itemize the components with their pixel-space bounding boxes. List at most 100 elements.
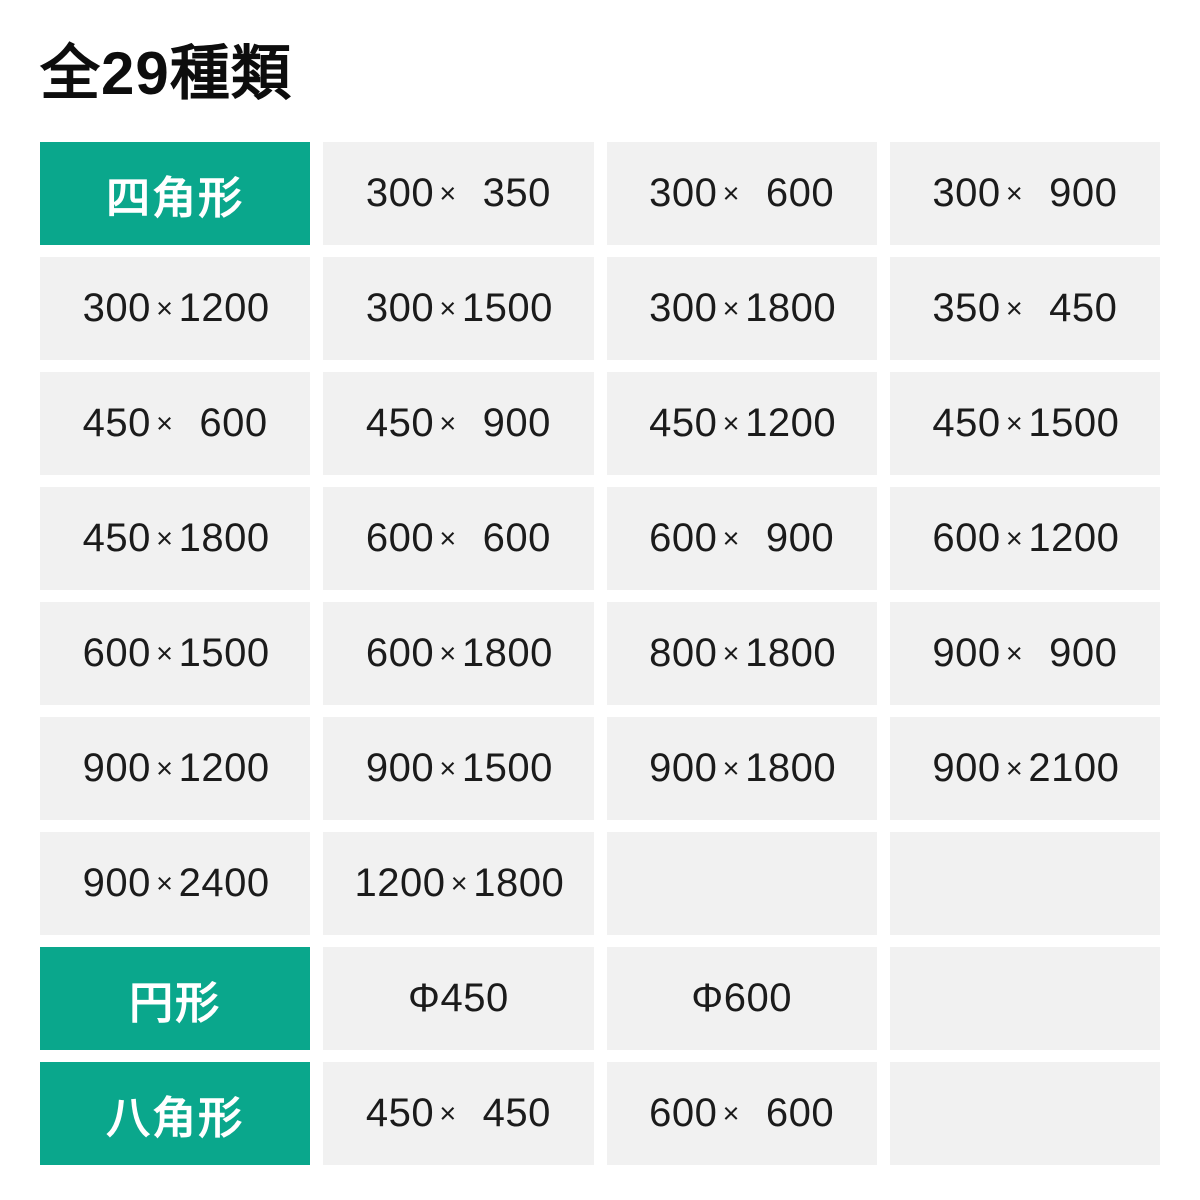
size-cell: 1200 × 1800	[323, 832, 594, 935]
diameter-cell: Φ600	[606, 947, 877, 1050]
category-cell-rectangle: 四角形	[40, 142, 311, 245]
width-value: 450	[932, 401, 1001, 445]
width-value: 300	[82, 286, 151, 330]
times-symbol: ×	[1005, 178, 1024, 210]
width-value: 900	[932, 631, 1001, 675]
diameter-value: Φ450	[408, 976, 509, 1020]
width-value: 900	[82, 746, 151, 790]
size-cell: 600 × 1200	[889, 487, 1160, 590]
empty-cell	[889, 832, 1160, 935]
size-cell: 900 × 2100	[889, 717, 1160, 820]
width-value: 600	[932, 516, 1001, 560]
size-cell: 900 × 2400	[40, 832, 311, 935]
size-cell: 900 × 1800	[606, 717, 877, 820]
times-symbol: ×	[722, 523, 740, 555]
times-symbol: ×	[439, 753, 457, 785]
height-value: 1500	[178, 631, 270, 675]
empty-cell	[889, 1062, 1160, 1165]
diameter-cell: Φ450	[323, 947, 594, 1050]
width-value: 300	[365, 286, 435, 330]
size-cell: 300 × 900	[889, 142, 1160, 245]
width-value: 900	[82, 861, 151, 905]
diameter-value: Φ600	[691, 976, 792, 1020]
empty-cell	[606, 832, 877, 935]
times-symbol: ×	[722, 293, 740, 325]
height-value: 1800	[461, 631, 553, 675]
height-value: 600	[765, 171, 835, 215]
height-value: 450	[1049, 286, 1118, 330]
width-value: 1200	[354, 861, 446, 905]
times-symbol: ×	[439, 408, 457, 440]
times-symbol: ×	[156, 868, 174, 900]
size-cell: 450 × 1500	[889, 372, 1160, 475]
times-symbol: ×	[1005, 293, 1024, 325]
width-value: 900	[365, 746, 435, 790]
size-cell: 450 × 900	[323, 372, 594, 475]
size-cell: 900 × 1200	[40, 717, 311, 820]
size-cell: 450 × 450	[323, 1062, 594, 1165]
times-symbol: ×	[722, 753, 740, 785]
height-value: 600	[482, 516, 551, 560]
size-cell: 600 × 1800	[323, 602, 594, 705]
page-title: 全29種類	[40, 40, 292, 107]
width-value: 350	[932, 286, 1001, 330]
width-value: 600	[649, 1091, 718, 1135]
height-value: 1200	[1028, 516, 1120, 560]
width-value: 800	[649, 631, 718, 675]
width-value: 600	[649, 516, 718, 560]
category-cell-circle: 円形	[40, 947, 311, 1050]
width-value: 450	[365, 401, 435, 445]
height-value: 1800	[745, 746, 837, 790]
times-symbol: ×	[439, 1098, 457, 1130]
size-cell: 450 × 600	[40, 372, 311, 475]
width-value: 300	[932, 171, 1001, 215]
times-symbol: ×	[156, 753, 174, 785]
category-label: 円形	[129, 978, 222, 1028]
times-symbol: ×	[450, 868, 469, 900]
height-value: 1200	[178, 286, 270, 330]
size-cell: 300 × 1200	[40, 257, 311, 360]
size-cell: 300 × 1800	[606, 257, 877, 360]
height-value: 2400	[178, 861, 270, 905]
size-cell: 600 × 1500	[40, 602, 311, 705]
size-cell: 450 × 1200	[606, 372, 877, 475]
times-symbol: ×	[1005, 753, 1024, 785]
size-cell: 600 × 600	[606, 1062, 877, 1165]
height-value: 1800	[745, 286, 837, 330]
size-cell: 800 × 1800	[606, 602, 877, 705]
size-cell: 300 × 600	[606, 142, 877, 245]
height-value: 350	[482, 171, 551, 215]
category-cell-octagon: 八角形	[40, 1062, 311, 1165]
size-cell: 300 × 350	[323, 142, 594, 245]
size-cell: 600 × 900	[606, 487, 877, 590]
height-value: 1800	[745, 631, 837, 675]
width-value: 300	[649, 286, 718, 330]
category-label: 四角形	[106, 173, 245, 223]
width-value: 600	[365, 516, 435, 560]
times-symbol: ×	[439, 178, 457, 210]
height-value: 1800	[178, 516, 270, 560]
times-symbol: ×	[156, 293, 174, 325]
width-value: 450	[82, 516, 151, 560]
times-symbol: ×	[722, 178, 740, 210]
times-symbol: ×	[1005, 523, 1024, 555]
height-value: 1200	[178, 746, 270, 790]
times-symbol: ×	[156, 638, 174, 670]
width-value: 300	[365, 171, 435, 215]
times-symbol: ×	[1005, 638, 1024, 670]
height-value: 1200	[745, 401, 837, 445]
height-value: 450	[482, 1091, 551, 1135]
height-value: 1500	[461, 746, 553, 790]
size-cell: 350 × 450	[889, 257, 1160, 360]
size-cell: 450 × 1800	[40, 487, 311, 590]
height-value: 900	[765, 516, 835, 560]
size-cell: 600 × 600	[323, 487, 594, 590]
width-value: 450	[649, 401, 718, 445]
height-value: 1800	[473, 861, 565, 905]
height-value: 900	[1049, 631, 1118, 675]
width-value: 450	[365, 1091, 435, 1135]
height-value: 2100	[1028, 746, 1120, 790]
height-value: 600	[199, 401, 268, 445]
width-value: 900	[649, 746, 718, 790]
